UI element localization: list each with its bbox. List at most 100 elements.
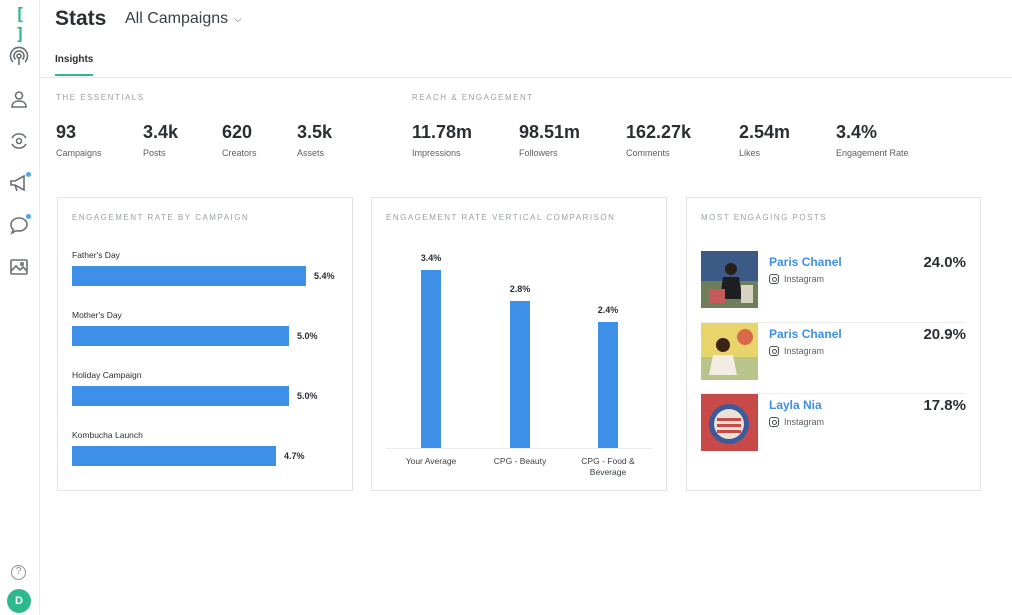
user-icon[interactable] [8, 88, 30, 110]
campaign-bar-track: 5.0% [72, 386, 338, 406]
stat-comments: 162.27k Comments [626, 122, 691, 158]
tab-insights[interactable]: Insights [55, 54, 94, 76]
post-engagement-rate: 17.8% [923, 397, 966, 414]
engagement-by-campaign-card: ENGAGEMENT RATE BY CAMPAIGN Father's Day… [57, 197, 353, 491]
campaign-bar[interactable] [72, 446, 276, 466]
stat-label: Assets [297, 148, 325, 158]
most-engaging-posts-card: MOST ENGAGING POSTS Paris Chanel Instagr… [686, 197, 981, 491]
post-platform: Instagram [769, 274, 824, 284]
instagram-icon [769, 417, 779, 427]
essentials-label: THE ESSENTIALS [56, 93, 145, 102]
card-title: MOST ENGAGING POSTS [701, 213, 828, 222]
campaign-bar-row: Kombucha Launch 4.7% [72, 430, 338, 466]
platform-label: Instagram [784, 274, 825, 284]
vertical-bar-category: CPG - Food & Beverage [581, 456, 635, 477]
stat-label: Posts [143, 148, 166, 158]
stat-value: 3.4% [836, 122, 878, 142]
stat-label: Engagement Rate [836, 148, 909, 158]
reach-label: REACH & ENGAGEMENT [412, 93, 534, 102]
campaign-bar-row: Father's Day 5.4% [72, 250, 338, 286]
stat-label: Followers [519, 148, 558, 158]
campaign-bar-track: 5.4% [72, 266, 338, 286]
post-creator-link[interactable]: Paris Chanel [769, 327, 842, 341]
instagram-icon [769, 274, 779, 284]
stat-posts: 3.4k Posts [143, 122, 178, 158]
platform-label: Instagram [784, 417, 825, 427]
stat-value: 162.27k [626, 122, 692, 142]
chat-icon[interactable] [8, 213, 32, 236]
vertical-bar-value: 2.8% [509, 284, 531, 294]
avatar[interactable]: D [7, 589, 31, 613]
stat-value: 3.4k [143, 122, 179, 142]
notification-badge [25, 171, 32, 178]
stat-value: 93 [56, 122, 77, 142]
megaphone-icon[interactable] [8, 171, 32, 194]
stat-label: Impressions [412, 148, 461, 158]
chart-baseline [386, 448, 652, 449]
campaign-dropdown-value: All Campaigns [125, 10, 229, 27]
campaign-bar-row: Holiday Campaign 5.0% [72, 370, 338, 406]
post-platform: Instagram [769, 417, 824, 427]
vertical-bar-value: 3.4% [420, 253, 442, 263]
stat-value: 2.54m [739, 122, 791, 142]
vertical-bar-value: 2.4% [597, 305, 619, 315]
campaign-bar-value: 4.7% [284, 451, 305, 461]
stat-value: 620 [222, 122, 253, 142]
post-creator-link[interactable]: Paris Chanel [769, 255, 842, 269]
campaign-bar[interactable] [72, 326, 289, 346]
vertical-comparison-card: ENGAGEMENT RATE VERTICAL COMPARISON 3.4%… [371, 197, 667, 491]
stat-value: 3.5k [297, 122, 333, 142]
stat-value: 98.51m [519, 122, 581, 142]
campaign-bar-label: Father's Day [72, 250, 120, 260]
notification-badge [25, 213, 32, 220]
post-thumbnail[interactable] [701, 251, 758, 308]
stat-label: Likes [739, 148, 761, 158]
campaign-dropdown[interactable]: All Campaigns ⌵ [125, 10, 242, 28]
post-platform: Instagram [769, 346, 824, 356]
campaign-bar-track: 4.7% [72, 446, 338, 466]
platform-label: Instagram [784, 346, 825, 356]
chevron-down-icon: ⌵ [234, 13, 242, 25]
post-engagement-rate: 24.0% [923, 254, 966, 271]
campaign-bar-value: 5.0% [297, 331, 318, 341]
stat-impressions: 11.78m Impressions [412, 122, 472, 158]
campaign-bar-label: Holiday Campaign [72, 370, 142, 380]
post-engagement-rate: 20.9% [923, 326, 966, 343]
campaign-bar-track: 5.0% [72, 326, 338, 346]
campaign-bar-value: 5.4% [314, 271, 335, 281]
vertical-bar-category: CPG - Beauty [493, 456, 547, 466]
post-item[interactable]: Paris Chanel Instagram 24.0% [701, 251, 966, 321]
card-title: ENGAGEMENT RATE BY CAMPAIGN [72, 213, 250, 222]
vertical-bar[interactable] [421, 270, 441, 448]
instagram-icon [769, 346, 779, 356]
campaign-bar-label: Kombucha Launch [72, 430, 143, 440]
post-thumbnail[interactable] [701, 323, 758, 380]
vertical-bar-category: Your Average [405, 456, 457, 466]
campaign-bar-row: Mother's Day 5.0% [72, 310, 338, 346]
gallery-icon[interactable] [8, 256, 30, 278]
broadcast-icon[interactable] [8, 46, 30, 68]
page-title: Stats [55, 7, 107, 30]
app-logo[interactable]: [ ] [14, 5, 26, 45]
post-creator-link[interactable]: Layla Nia [769, 398, 822, 412]
campaign-bar[interactable] [72, 266, 306, 286]
stat-label: Comments [626, 148, 670, 158]
post-item[interactable]: Paris Chanel Instagram 20.9% [701, 322, 966, 392]
stat-label: Campaigns [56, 148, 102, 158]
campaign-bar-label: Mother's Day [72, 310, 122, 320]
campaign-bar[interactable] [72, 386, 289, 406]
stat-creators: 620 Creators [222, 122, 257, 158]
post-thumbnail[interactable] [701, 394, 758, 451]
stat-followers: 98.51m Followers [519, 122, 580, 158]
vertical-bar[interactable] [598, 322, 618, 448]
post-item[interactable]: Layla Nia Instagram 17.8% [701, 393, 966, 463]
help-icon[interactable]: ? [11, 565, 26, 580]
stat-campaigns: 93 Campaigns [56, 122, 102, 158]
sidebar: [ ] ? D [0, 0, 40, 615]
stat-label: Creators [222, 148, 257, 158]
stat-assets: 3.5k Assets [297, 122, 332, 158]
card-title: ENGAGEMENT RATE VERTICAL COMPARISON [386, 213, 616, 222]
vertical-bar[interactable] [510, 301, 530, 448]
discover-icon[interactable] [8, 130, 30, 152]
stat-likes: 2.54m Likes [739, 122, 790, 158]
